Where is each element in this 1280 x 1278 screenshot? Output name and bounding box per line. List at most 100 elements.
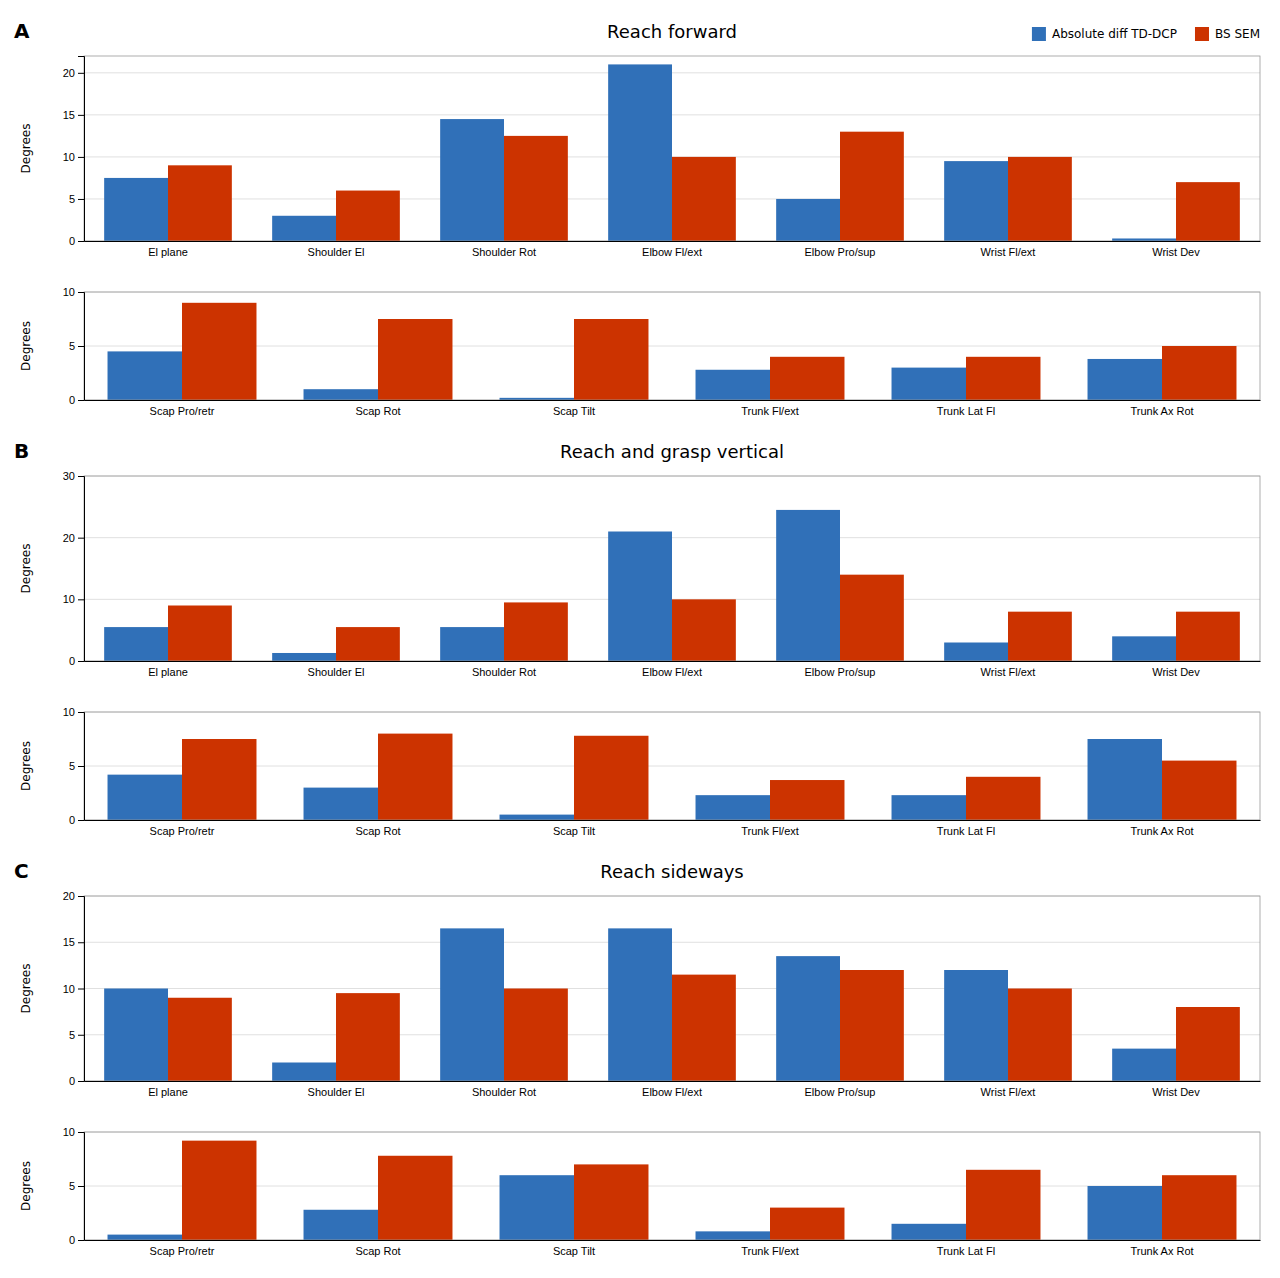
bar <box>104 178 168 241</box>
y-tick-mark <box>78 820 84 821</box>
x-tick: Shoulder El <box>308 1081 365 1098</box>
y-axis-title: Degrees <box>19 124 33 174</box>
bar <box>500 815 574 820</box>
y-tick: 5 <box>69 760 84 772</box>
x-tick-label: Scap Pro/retr <box>150 405 215 417</box>
y-axis-line <box>78 713 85 821</box>
bar <box>770 780 844 820</box>
y-tick-mark <box>78 1240 84 1241</box>
y-tick-mark <box>78 1081 84 1082</box>
grid <box>84 712 1260 820</box>
y-tick: 20 <box>63 890 84 902</box>
x-tick-label: Trunk Lat Fl <box>937 405 995 417</box>
bar <box>108 1235 182 1240</box>
x-tick-label: Elbow Fl/ext <box>642 246 702 258</box>
y-tick-label: 0 <box>69 1234 75 1246</box>
bars <box>108 734 1237 820</box>
bar <box>840 132 904 241</box>
bar <box>304 1210 378 1240</box>
bar <box>892 368 966 400</box>
bar-series <box>168 575 1240 661</box>
legend-swatch <box>1195 27 1209 41</box>
bar <box>608 532 672 662</box>
bar <box>1176 612 1240 661</box>
bar-series <box>104 928 1176 1081</box>
bar <box>108 351 182 400</box>
x-tick: Trunk Ax Rot <box>1130 1240 1193 1257</box>
y-tick-mark <box>78 1035 84 1036</box>
x-tick: Trunk Lat Fl <box>937 1240 995 1257</box>
y-tick-label: 20 <box>63 890 75 902</box>
x-axis-line <box>85 661 1261 662</box>
y-tick: 0 <box>69 1075 84 1087</box>
x-tick: Trunk Ax Rot <box>1130 820 1193 837</box>
x-tick-label: Shoulder Rot <box>472 246 536 258</box>
x-tick: Wrist Dev <box>1152 1081 1200 1098</box>
y-axis: 0510 <box>63 706 85 826</box>
bar <box>672 975 736 1081</box>
x-tick: Wrist Dev <box>1152 661 1200 678</box>
bar <box>672 157 736 241</box>
x-tick-label: Elbow Pro/sup <box>805 1086 876 1098</box>
bar <box>1008 989 1072 1082</box>
y-tick-mark <box>78 1186 84 1187</box>
y-tick-mark <box>78 989 84 990</box>
bar <box>336 993 400 1081</box>
bar <box>696 795 770 820</box>
y-tick-label: 20 <box>63 67 75 79</box>
x-tick: Wrist Fl/ext <box>981 241 1036 258</box>
y-tick-label: 10 <box>63 593 75 605</box>
x-axis-line <box>85 1240 1261 1241</box>
x-tick: Scap Pro/retr <box>150 1240 215 1257</box>
bar <box>840 575 904 661</box>
x-axis: El planeShoulder ElShoulder RotElbow Fl/… <box>85 1081 1261 1098</box>
grid-line <box>84 346 1260 347</box>
x-tick-label: Scap Pro/retr <box>150 1245 215 1257</box>
bar <box>1088 359 1162 400</box>
panel: 05101520El planeShoulder ElShoulder RotE… <box>14 19 1261 258</box>
y-tick: 10 <box>63 286 84 298</box>
x-tick-label: Elbow Fl/ext <box>642 1086 702 1098</box>
y-tick: 5 <box>69 193 84 205</box>
bar <box>1176 182 1240 241</box>
y-tick-label: 5 <box>69 1029 75 1041</box>
legend-item: BS SEM <box>1195 27 1260 41</box>
bar <box>182 303 256 400</box>
grid <box>84 896 1260 1081</box>
bar <box>770 357 844 400</box>
y-axis-line <box>78 293 85 401</box>
y-tick-label: 20 <box>63 532 75 544</box>
y-tick: 5 <box>69 1029 84 1041</box>
y-tick-label: 30 <box>63 470 75 482</box>
x-tick-label: Trunk Ax Rot <box>1130 405 1193 417</box>
bar <box>104 627 168 661</box>
y-axis-title: Degrees <box>19 1161 33 1211</box>
y-tick-mark <box>78 241 84 242</box>
panel: 0510Scap Pro/retrScap RotScap TiltTrunk … <box>19 1126 1261 1257</box>
x-tick: Elbow Pro/sup <box>805 241 876 258</box>
y-tick-mark <box>78 199 84 200</box>
y-tick: 0 <box>69 235 84 247</box>
y-axis: 0510 <box>63 1126 85 1246</box>
x-tick-label: Trunk Fl/ext <box>741 1245 799 1257</box>
x-tick-label: Trunk Lat Fl <box>937 825 995 837</box>
y-tick-label: 5 <box>69 340 75 352</box>
x-axis-line <box>85 1081 1261 1082</box>
y-tick-mark <box>78 346 84 347</box>
x-tick-label: Scap Tilt <box>553 1245 595 1257</box>
x-tick: Shoulder Rot <box>472 1081 536 1098</box>
y-axis-line <box>78 477 85 662</box>
panel: 0102030El planeShoulder ElShoulder RotEl… <box>14 439 1261 678</box>
x-tick: Wrist Fl/ext <box>981 661 1036 678</box>
x-tick: Trunk Lat Fl <box>937 400 995 417</box>
x-tick: Shoulder Rot <box>472 661 536 678</box>
plot-frame <box>84 56 1260 241</box>
bar <box>840 970 904 1081</box>
y-tick: 10 <box>63 151 84 163</box>
x-tick-label: Elbow Pro/sup <box>805 246 876 258</box>
y-tick-label: 10 <box>63 983 75 995</box>
y-axis: 0102030 <box>63 470 85 667</box>
y-tick-label: 0 <box>69 235 75 247</box>
y-tick-mark <box>78 896 84 897</box>
x-tick-label: Scap Rot <box>355 825 400 837</box>
